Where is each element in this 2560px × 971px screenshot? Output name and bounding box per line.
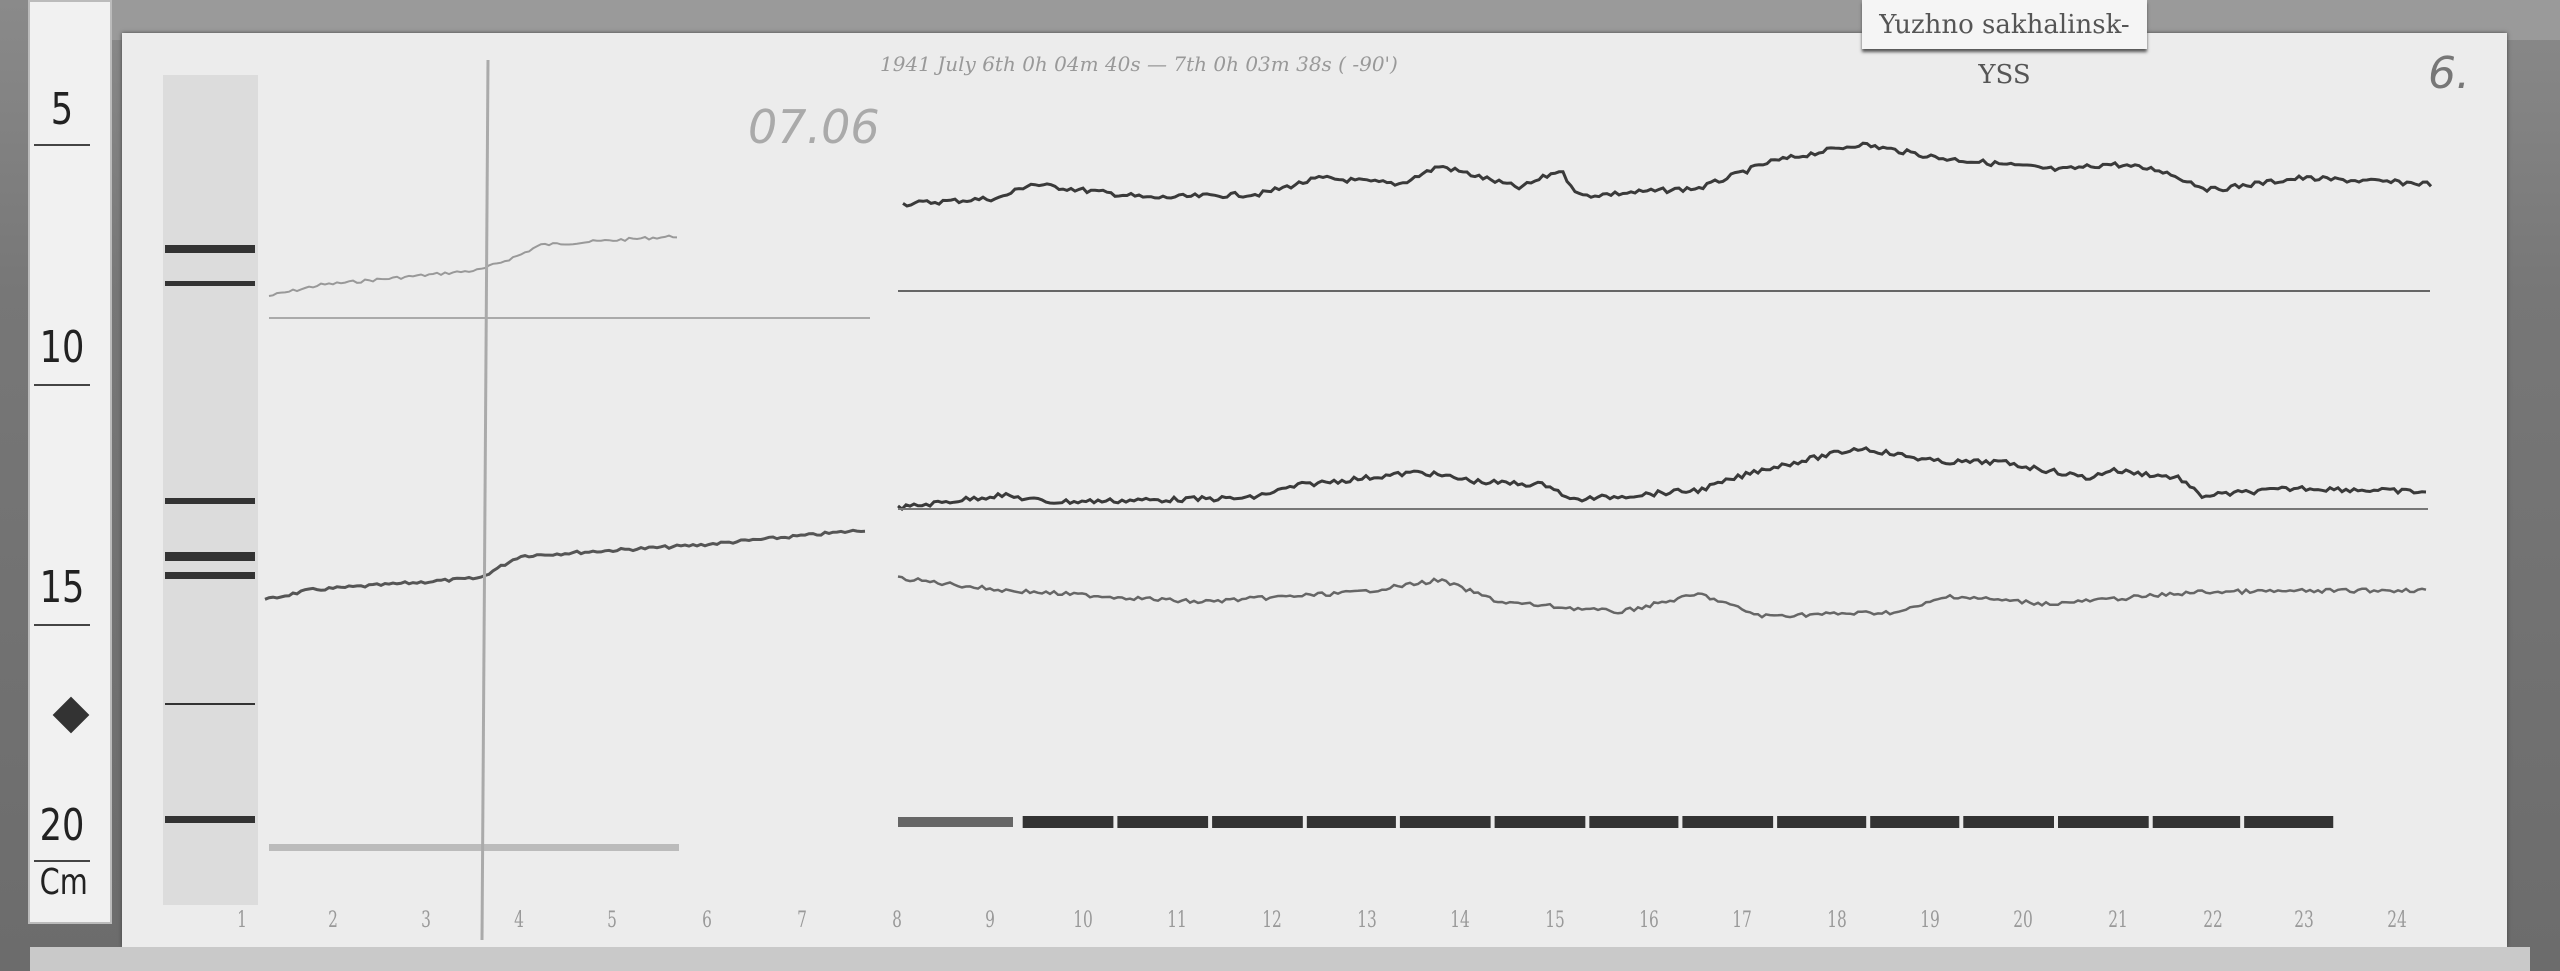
hour-label-5: 5 bbox=[607, 908, 618, 933]
calibration-band bbox=[165, 281, 255, 286]
trace-upper bbox=[902, 141, 2433, 208]
ruler-tick bbox=[34, 144, 90, 146]
ruler-label-5: 5 bbox=[50, 84, 74, 135]
hour-label-23: 23 bbox=[2294, 908, 2314, 933]
ruler-unit: Cm bbox=[39, 862, 88, 903]
magnetogram-paper bbox=[122, 33, 2507, 947]
hour-label-22: 22 bbox=[2202, 908, 2223, 933]
hour-label-10: 10 bbox=[1072, 908, 1093, 933]
hour-label-3: 3 bbox=[421, 908, 432, 933]
hour-label-24: 24 bbox=[2387, 908, 2408, 933]
calibration-band bbox=[165, 498, 255, 504]
calibration-band bbox=[165, 552, 255, 561]
hour-label-13: 13 bbox=[1357, 908, 1377, 933]
time-mark-bar bbox=[1022, 816, 1114, 828]
hour-label-17: 17 bbox=[1732, 908, 1753, 933]
date-note: 07.06 bbox=[748, 100, 880, 154]
hour-label-16: 16 bbox=[1639, 908, 1660, 933]
cm-ruler: 5 10 15 20 Cm bbox=[28, 0, 112, 924]
time-mark-bar bbox=[2058, 816, 2149, 828]
time-mark-bar bbox=[1682, 816, 1774, 828]
time-mark-bar bbox=[898, 817, 1013, 827]
calibration-band bbox=[165, 703, 255, 705]
time-mark-bar bbox=[1589, 816, 1679, 828]
hour-label-8: 8 bbox=[891, 908, 902, 933]
time-mark-bar bbox=[1212, 816, 1303, 828]
time-mark-bar bbox=[1117, 816, 1209, 828]
hour-label-21: 21 bbox=[2108, 908, 2128, 933]
time-mark-bar bbox=[2244, 816, 2334, 828]
hour-label-12: 12 bbox=[1262, 908, 1282, 933]
ruler-tick bbox=[34, 860, 90, 862]
station-label: Yuzhno sakhalinsk-YSS bbox=[1862, 0, 2147, 90]
hour-label-11: 11 bbox=[1167, 908, 1188, 933]
calibration-band bbox=[165, 572, 255, 579]
hour-label-14: 14 bbox=[1450, 908, 1470, 933]
calibration-band bbox=[165, 816, 255, 823]
hour-label-20: 20 bbox=[2013, 908, 2034, 933]
time-mark-bar bbox=[2152, 816, 2241, 828]
hour-label-19: 19 bbox=[1920, 908, 1941, 933]
ruler-label-10: 10 bbox=[39, 322, 85, 373]
ruler-label-15: 15 bbox=[39, 562, 85, 613]
hour-label-9: 9 bbox=[984, 908, 995, 933]
trace-lower bbox=[897, 575, 2427, 619]
time-mark-bar bbox=[1494, 816, 1586, 828]
hour-label-2: 2 bbox=[328, 908, 339, 933]
trace-middle bbox=[897, 446, 2427, 512]
header-note: 1941 July 6th 0h 04m 40s — 7th 0h 03m 38… bbox=[880, 52, 1398, 76]
hour-label-18: 18 bbox=[1827, 908, 1847, 933]
calibration-band bbox=[165, 245, 255, 253]
time-mark-bar bbox=[1399, 816, 1491, 828]
time-mark-bar bbox=[1870, 816, 1960, 828]
ruler-tick bbox=[34, 384, 90, 386]
hour-label-4: 4 bbox=[514, 908, 525, 933]
time-mark-bar bbox=[1306, 816, 1396, 828]
paper-crease bbox=[480, 59, 490, 941]
hour-label-1: 1 bbox=[236, 908, 247, 933]
time-mark-bar bbox=[1777, 816, 1867, 828]
left-trace-lower bbox=[264, 528, 866, 601]
left-trace-upper bbox=[268, 234, 678, 297]
hour-label-15: 15 bbox=[1544, 908, 1565, 933]
page-number: 6. bbox=[2428, 48, 2470, 99]
time-mark-bar bbox=[1963, 816, 2055, 828]
calibration-strip bbox=[163, 75, 258, 905]
bottom-strip bbox=[30, 947, 2530, 971]
ruler-label-20: 20 bbox=[39, 800, 85, 851]
ruler-tick bbox=[34, 624, 90, 626]
hour-label-6: 6 bbox=[702, 908, 712, 933]
hour-label-7: 7 bbox=[796, 908, 807, 933]
left-time-marks bbox=[269, 844, 679, 851]
